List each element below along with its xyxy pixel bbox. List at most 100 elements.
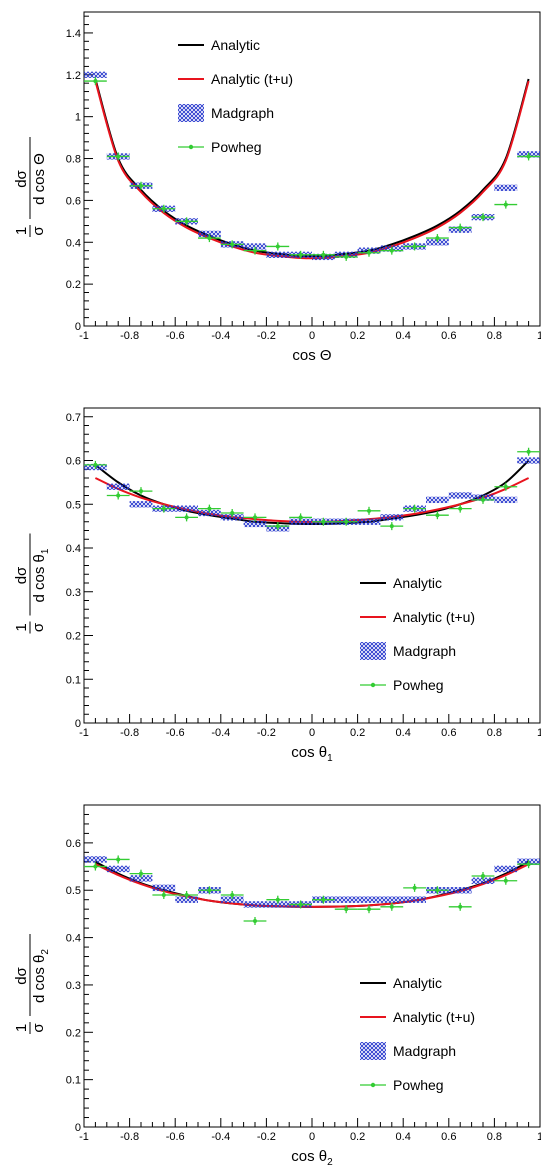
powheg-point <box>412 244 417 249</box>
powheg-point <box>139 183 143 188</box>
powheg-point <box>93 79 98 84</box>
legend-label-madgraph: Madgraph <box>393 643 456 659</box>
powheg-point <box>435 888 440 893</box>
x-tick-label: -0.6 <box>166 1131 185 1143</box>
powheg-point <box>503 878 508 883</box>
madgraph-bin <box>129 875 153 882</box>
x-tick-label: 0.8 <box>487 330 502 342</box>
powheg-point <box>389 524 394 529</box>
madgraph-bin <box>403 896 426 903</box>
x-tick-label: -0.2 <box>257 1131 276 1143</box>
x-tick-label: 0.4 <box>396 330 411 342</box>
chart-2: -1 -0.8 -0.6 -0.4 -0.2 0 0.2 0.4 0.6 0.8 1 0 0.1 0.2 0… <box>13 407 541 764</box>
powheg-point <box>207 236 212 241</box>
plot-frame <box>83 804 541 1128</box>
series-analytic <box>94 459 530 526</box>
x-tick-label: 0.6 <box>441 727 456 739</box>
x-tick-label: -1 <box>79 330 89 342</box>
powheg-point <box>389 248 394 253</box>
x-tick-label: 0.4 <box>396 1131 411 1143</box>
y-label-sigma: σ <box>30 1023 47 1033</box>
madgraph-bin <box>220 514 244 521</box>
x-tick-label: 0 <box>309 330 315 342</box>
powheg-point <box>367 907 371 912</box>
x-tick-label: -0.8 <box>120 330 139 342</box>
legend-label-analytic: Analytic <box>393 575 442 591</box>
madgraph-bin <box>198 509 221 517</box>
y-tick-label: 0.5 <box>66 499 81 511</box>
legend-swatch-powheg-point <box>370 1082 376 1088</box>
x-tick-label: 0.8 <box>487 1131 502 1143</box>
powheg-point <box>139 871 143 876</box>
legend-label-analytic_tu: Analytic (t+u) <box>211 71 293 87</box>
powheg-point <box>412 506 417 511</box>
powheg-point <box>344 907 349 912</box>
y-axis-label: 1 σ dσ d cos θ1 <box>13 533 51 634</box>
madgraph-bin <box>266 251 290 258</box>
legend-swatch-madgraph <box>178 104 204 122</box>
madgraph-bin <box>471 877 495 884</box>
legend-swatch-madgraph <box>360 642 386 660</box>
y-tick-label: 0.4 <box>66 237 81 249</box>
x-tick-label: -1 <box>79 727 89 739</box>
plot-frame <box>83 11 541 327</box>
powheg-point <box>93 462 98 467</box>
y-axis-label: 1 σ dσ d cos θ2 <box>13 934 51 1034</box>
x-tick-label: 0.8 <box>487 727 502 739</box>
powheg-point <box>298 902 303 907</box>
y-label-denominator: d cos θ1 <box>31 548 51 602</box>
powheg-point <box>481 215 485 220</box>
y-tick-label: 0.1 <box>66 674 81 686</box>
x-tick-label: 1 <box>537 1131 541 1143</box>
x-tick-label: 0.2 <box>350 727 365 739</box>
x-axis-label: cos Θ <box>292 347 331 364</box>
y-tick-label: 0.5 <box>66 885 81 897</box>
powheg-point <box>435 236 440 241</box>
legend-label-powheg: Powheg <box>211 139 262 155</box>
madgraph-bin <box>494 865 518 873</box>
madgraph-bin <box>220 896 244 903</box>
y-label-sigma: σ <box>30 226 47 236</box>
madgraph-bin <box>198 230 221 238</box>
madgraph-bin <box>426 239 449 246</box>
y-tick-label: 1 <box>75 112 81 124</box>
powheg-point <box>230 511 235 515</box>
y-label-sigma: σ <box>30 622 47 632</box>
legend-swatch-powheg-point <box>370 682 376 688</box>
x-axis-label: cos θ2 <box>291 1148 333 1165</box>
powheg-point <box>275 897 280 902</box>
legend-label-powheg: Powheg <box>393 1077 444 1093</box>
powheg-point <box>458 506 463 511</box>
powheg-point <box>321 519 326 524</box>
madgraph-bin <box>357 896 381 903</box>
x-tick-label: -0.2 <box>257 727 276 739</box>
curve-analytic-t-u- <box>94 477 530 523</box>
x-tick-label: 1 <box>537 727 541 739</box>
powheg-point <box>435 513 440 518</box>
curve-analytic <box>94 459 530 526</box>
x-tick-label: -0.4 <box>211 1131 230 1143</box>
madgraph-bin <box>243 520 267 528</box>
powheg-point <box>207 888 212 893</box>
madgraph-bin <box>494 496 518 504</box>
legend-label-powheg: Powheg <box>393 677 444 693</box>
powheg-point <box>161 206 166 211</box>
powheg-point <box>253 919 257 924</box>
powheg-point <box>230 892 235 897</box>
x-tick-label: 1 <box>537 330 541 342</box>
x-tick-label: -0.4 <box>211 330 230 342</box>
y-tick-label: 0.6 <box>66 838 81 850</box>
powheg-point <box>298 252 303 257</box>
powheg-point <box>367 250 371 255</box>
legend-label-madgraph: Madgraph <box>211 105 274 121</box>
powheg-point <box>253 248 257 253</box>
madgraph-bin <box>175 505 198 512</box>
y-tick-label: 1.2 <box>66 70 81 82</box>
chart-3: -1 -0.8 -0.6 -0.4 -0.2 0 0.2 0.4 0.6 0.8 1 0 0.1 0.2 0… <box>13 804 541 1165</box>
madgraph-bin <box>517 457 540 464</box>
y-label-denominator: d cos Θ <box>31 153 48 205</box>
x-tick-label: 0.6 <box>441 330 456 342</box>
y-tick-label: 1.4 <box>66 28 81 40</box>
y-label-one: 1 <box>13 623 30 631</box>
x-tick-label: -0.2 <box>257 330 276 342</box>
